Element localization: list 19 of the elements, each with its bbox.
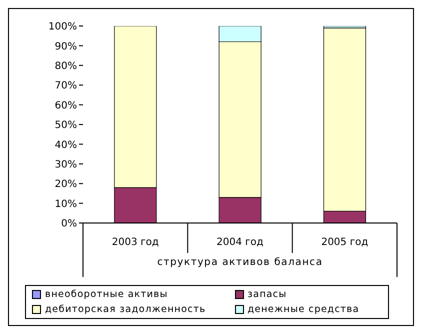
- y-tick-label: 50%: [54, 120, 77, 132]
- x-tick-label: 2005 год: [321, 237, 368, 248]
- y-tick-label: 60%: [54, 100, 77, 112]
- y-tick-label: 90%: [54, 41, 77, 52]
- y-tick-label: 20%: [54, 179, 77, 190]
- legend-label: денежные средства: [246, 304, 360, 315]
- legend-label: запасы: [246, 289, 288, 300]
- legend-label: внеоборотные активы: [44, 289, 169, 300]
- legend-label: дебиторская задолженность: [44, 304, 207, 315]
- y-tick-label: 40%: [54, 140, 77, 151]
- y-tick-label: 30%: [54, 159, 77, 170]
- x-axis-title: структура активов баланса: [157, 257, 323, 268]
- y-tick-label: 0%: [61, 218, 77, 230]
- x-tick-label: 2003 год: [112, 237, 159, 248]
- y-tick-label: 70%: [54, 80, 77, 92]
- y-tick-label: 100%: [48, 22, 77, 33]
- y-tick-label: 80%: [54, 60, 77, 72]
- x-tick-label: 2004 год: [216, 237, 264, 248]
- y-tick-label: 10%: [54, 198, 77, 210]
